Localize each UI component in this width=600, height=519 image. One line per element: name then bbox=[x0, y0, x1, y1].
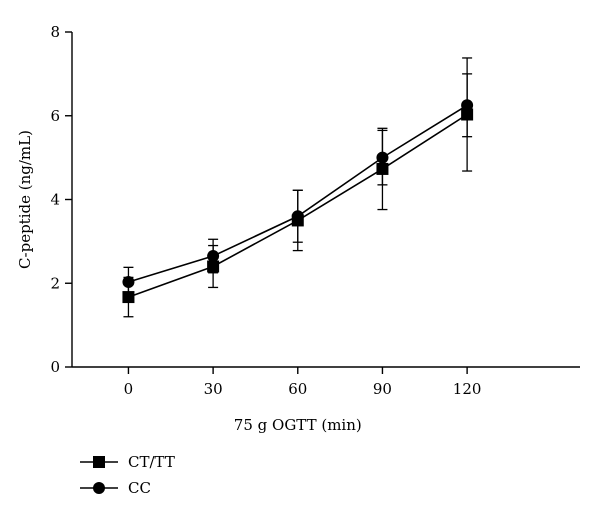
axes bbox=[71, 32, 580, 368]
legend-item: CC bbox=[80, 479, 151, 497]
y-tick-label-1: 2 bbox=[50, 274, 60, 292]
data-point bbox=[376, 151, 389, 164]
x-axis-title: 75 g OGTT (min) bbox=[234, 416, 362, 434]
x-ticks: 0 30 60 90 120 bbox=[124, 367, 482, 398]
y-ticks: 0 2 4 6 8 bbox=[50, 23, 72, 376]
data-point bbox=[461, 99, 474, 112]
x-tick-label-0: 0 bbox=[124, 380, 134, 398]
legend-marker bbox=[93, 456, 105, 468]
series-ct-tt bbox=[122, 57, 474, 318]
y-axis-title: C-peptide (ng/mL) bbox=[16, 130, 34, 269]
y-tick-label-2: 4 bbox=[50, 191, 60, 209]
legend-label: CT/TT bbox=[128, 453, 175, 471]
series-layer bbox=[122, 57, 474, 318]
y-tick-label-3: 6 bbox=[50, 107, 60, 125]
data-point bbox=[122, 275, 135, 288]
data-point bbox=[291, 210, 304, 223]
series-cc bbox=[122, 73, 474, 298]
legend-label: CC bbox=[128, 479, 151, 497]
x-tick-label-3: 90 bbox=[373, 380, 392, 398]
y-tick-label-0: 0 bbox=[50, 358, 60, 376]
legend-marker bbox=[93, 482, 105, 494]
legend: CT/TT CC bbox=[80, 453, 175, 497]
y-tick-label-4: 8 bbox=[50, 23, 60, 41]
data-point bbox=[207, 250, 220, 263]
x-tick-label-4: 120 bbox=[453, 380, 482, 398]
x-tick-label-1: 30 bbox=[204, 380, 223, 398]
x-tick-label-2: 60 bbox=[288, 380, 307, 398]
legend-item: CT/TT bbox=[80, 453, 175, 471]
